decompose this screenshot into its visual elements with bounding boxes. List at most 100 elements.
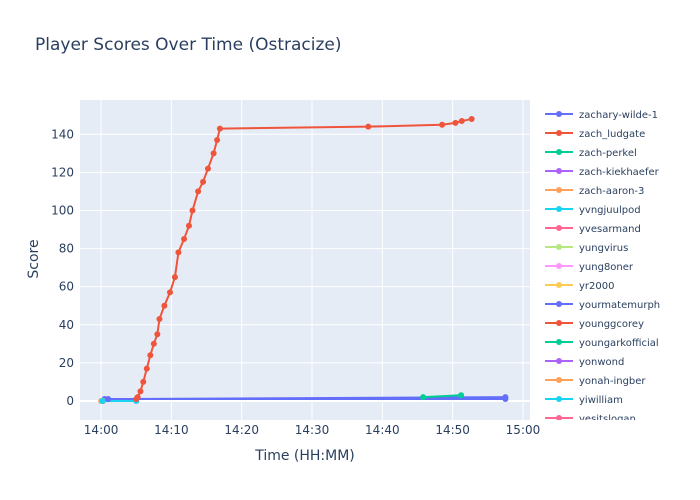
legend-item[interactable]: yesitslogan <box>545 414 636 425</box>
legend-marker <box>556 396 562 402</box>
legend-marker <box>556 301 562 307</box>
legend-item[interactable]: yung8oner <box>545 262 634 273</box>
legend-marker <box>556 244 562 250</box>
legend-item[interactable]: yvesarmand <box>545 224 641 235</box>
legend-label: yungvirus <box>579 243 628 254</box>
x-tick-label: 14:00 <box>84 423 119 437</box>
data-point <box>458 392 465 399</box>
x-axis-title: Time (HH:MM) <box>254 448 355 464</box>
legend-label: yung8oner <box>579 262 634 273</box>
legend-label: yvesarmand <box>579 224 641 235</box>
x-tick-label: 15:00 <box>506 423 541 437</box>
legend-marker <box>556 320 562 326</box>
data-point <box>156 316 163 323</box>
data-point <box>210 150 217 157</box>
data-point <box>105 396 112 403</box>
data-point <box>181 236 188 243</box>
x-tick-label: 14:30 <box>295 423 330 437</box>
legend-marker <box>556 358 562 364</box>
legend-label: yourmatemurph <box>579 300 660 311</box>
legend-item[interactable]: yvngjuulpod <box>545 205 641 216</box>
data-point <box>468 116 475 123</box>
series-younggcorey <box>133 116 475 403</box>
data-point <box>150 340 157 347</box>
legend-marker <box>556 377 562 383</box>
x-tick-label: 14:10 <box>154 423 189 437</box>
legend-label: zachary-wilde-1 <box>579 110 658 121</box>
legend-marker <box>556 149 562 155</box>
legend-marker <box>556 339 562 345</box>
legend-marker <box>556 225 562 231</box>
data-point <box>452 119 459 126</box>
legend-marker <box>556 206 562 212</box>
legend-item[interactable]: zachary-wilde-1 <box>545 110 658 121</box>
y-tick-label: 40 <box>59 318 74 332</box>
series-line <box>108 396 506 401</box>
series-layer <box>98 116 509 404</box>
legend-label: youngarkofficial <box>579 338 659 349</box>
gridlines <box>80 100 530 420</box>
x-tick-label: 14:40 <box>365 423 400 437</box>
data-point <box>161 302 168 309</box>
legend-label: yesitslogan <box>579 414 636 425</box>
legend-label: yonwond <box>579 357 624 368</box>
x-tick-label: 14:20 <box>224 423 259 437</box>
legend-marker <box>556 187 562 193</box>
plot-area <box>80 100 530 420</box>
data-point <box>175 249 182 256</box>
legend-label: zach-perkel <box>579 148 637 159</box>
data-point <box>214 137 221 143</box>
data-point <box>204 165 211 172</box>
data-point <box>195 188 202 195</box>
legend[interactable]: zachary-wilde-1 zach_ludgate zach-perkel za… <box>545 110 660 425</box>
data-point <box>458 117 465 124</box>
data-point <box>137 388 144 395</box>
data-point <box>185 222 192 229</box>
y-tick-label: 80 <box>59 242 74 256</box>
data-point <box>154 331 161 338</box>
legend-item[interactable]: zach_ludgate <box>545 129 645 140</box>
data-point <box>365 123 372 130</box>
chart-title: Player Scores Over Time (Ostracize) <box>35 35 342 55</box>
legend-label: yiwilliam <box>579 395 623 406</box>
data-point <box>189 207 196 214</box>
data-point <box>167 289 173 296</box>
legend-marker <box>556 263 562 269</box>
legend-marker <box>556 282 562 288</box>
y-tick-label: 0 <box>66 394 74 408</box>
data-point <box>420 394 427 401</box>
legend-label: zach-aaron-3 <box>579 186 644 197</box>
legend-item[interactable]: yonwond <box>545 357 624 368</box>
legend-marker <box>556 415 562 420</box>
y-tick-label: 140 <box>51 127 74 141</box>
data-point <box>439 121 446 128</box>
legend-item[interactable]: yiwilliam <box>545 395 623 406</box>
y-axis-ticks: 0 20 40 60 80 100 120 140 <box>51 127 74 408</box>
data-point <box>140 378 147 385</box>
legend-item[interactable]: youngarkofficial <box>545 338 659 349</box>
legend-item[interactable]: yonah-ingber <box>545 376 646 387</box>
data-point <box>171 274 178 281</box>
legend-item[interactable]: younggcorey <box>545 319 644 330</box>
y-axis-title: Score <box>26 239 42 278</box>
legend-item[interactable]: zach-aaron-3 <box>545 186 644 197</box>
data-point <box>216 125 223 132</box>
legend-item[interactable]: zach-kiekhaefer <box>545 167 660 178</box>
data-point <box>502 394 509 401</box>
x-axis-ticks: 14:00 14:10 14:20 14:30 14:40 14:50 15:00 <box>84 423 540 437</box>
series-line <box>423 394 462 399</box>
legend-marker <box>556 130 562 136</box>
legend-label: yvngjuulpod <box>579 205 641 216</box>
data-point <box>99 397 106 404</box>
legend-marker <box>556 111 562 117</box>
series-yourmatemurph <box>105 394 509 403</box>
y-tick-label: 100 <box>51 203 74 217</box>
legend-item[interactable]: zach-perkel <box>545 148 637 159</box>
legend-label: yr2000 <box>579 281 614 292</box>
legend-item[interactable]: yungvirus <box>545 243 628 254</box>
legend-item[interactable]: yr2000 <box>545 281 614 292</box>
series-youngarkofficial <box>420 392 465 401</box>
x-tick-label: 14:50 <box>435 423 470 437</box>
legend-item[interactable]: yourmatemurph <box>545 300 660 311</box>
